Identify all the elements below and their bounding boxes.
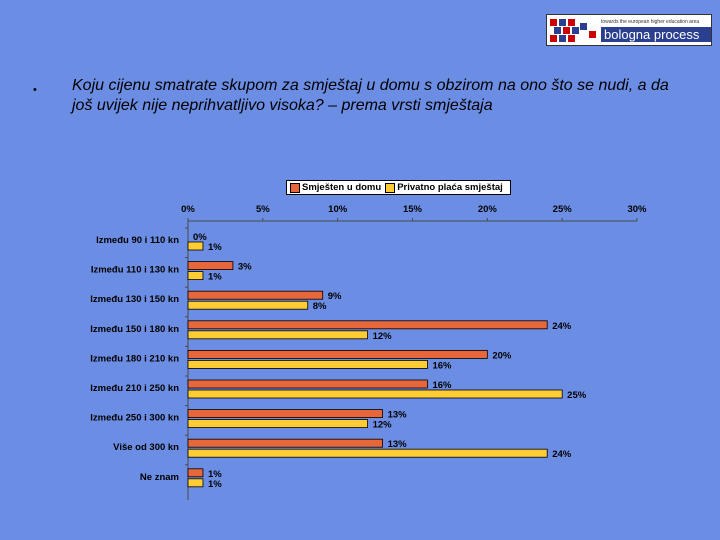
- logo-tagline: towards the european higher education ar…: [601, 18, 700, 25]
- category-label: Više od 300 kn: [113, 442, 179, 453]
- category-label: Između 210 i 250 kn: [90, 383, 179, 394]
- data-label-series-1: 0%: [193, 232, 207, 243]
- data-label-series-1: 20%: [492, 350, 512, 361]
- bar-series-2: [187, 330, 369, 340]
- legend-item-series-1: Smješten u domu: [290, 182, 381, 193]
- data-label-series-2: 25%: [567, 390, 587, 401]
- bar-series-1: [187, 468, 204, 478]
- data-label-series-2: 12%: [373, 331, 393, 342]
- logo-mark-icon: [547, 16, 599, 44]
- x-tick-label: 25%: [553, 204, 573, 215]
- category-label: Između 130 i 150 kn: [90, 294, 179, 305]
- category-label: Između 180 i 210 kn: [90, 353, 179, 364]
- bullet-point: •: [33, 84, 37, 96]
- data-label-series-1: 16%: [432, 380, 452, 391]
- data-label-series-2: 12%: [373, 420, 393, 431]
- bar-series-2: [187, 389, 563, 399]
- chart-legend: Smješten u domu Privatno plaća smještaj: [286, 180, 511, 195]
- category-label: Ne znam: [140, 472, 179, 483]
- bar-series-1: [187, 290, 324, 300]
- bar-series-1: [187, 320, 548, 330]
- category-label: Između 250 i 300 kn: [90, 413, 179, 424]
- data-label-series-1: 13%: [388, 410, 408, 421]
- data-label-series-2: 8%: [313, 301, 327, 312]
- bar-series-2: [187, 359, 428, 369]
- legend-label-series-1: Smješten u domu: [302, 182, 382, 193]
- data-label-series-2: 1%: [208, 272, 222, 283]
- bar-series-1: [187, 349, 488, 359]
- category-label: Između 110 i 130 kn: [91, 265, 179, 276]
- x-tick-label: 20%: [478, 204, 498, 215]
- bologna-process-logo: towards the european higher education ar…: [546, 14, 712, 46]
- bar-series-2: [187, 448, 548, 458]
- bar-series-1: [187, 438, 383, 448]
- slide-question: Koju cijenu smatrate skupom za smještaj …: [72, 77, 669, 114]
- x-tick-label: 15%: [403, 204, 423, 215]
- legend-swatch-series-1: [290, 182, 300, 193]
- x-tick-label: 10%: [328, 204, 348, 215]
- bar-series-1: [187, 409, 383, 419]
- x-tick-label: 0%: [181, 204, 195, 215]
- data-label-series-1: 3%: [238, 262, 252, 273]
- legend-swatch-series-2: [385, 182, 396, 193]
- bar-series-2: [187, 271, 204, 281]
- x-tick-label: 30%: [627, 204, 647, 215]
- data-label-series-2: 1%: [208, 479, 222, 490]
- category-label: Između 150 i 180 kn: [90, 324, 179, 335]
- logo-name: bologna process: [601, 26, 711, 42]
- data-label-series-1: 13%: [388, 439, 408, 450]
- bar-series-2: [187, 300, 309, 310]
- category-label: Između 90 i 110 kn: [96, 235, 179, 246]
- legend-label-series-2: Privatno plaća smještaj: [397, 182, 503, 193]
- data-label-series-2: 24%: [552, 449, 572, 460]
- legend-item-series-2: Privatno plaća smještaj: [385, 182, 503, 193]
- data-label-series-1: 24%: [552, 321, 572, 332]
- bar-series-1: [187, 379, 428, 389]
- bar-series-2: [187, 241, 204, 251]
- data-label-series-2: 1%: [208, 242, 222, 253]
- bar-series-2: [187, 478, 204, 488]
- x-tick-label: 5%: [256, 204, 270, 215]
- bar-series-1: [187, 261, 234, 271]
- bar-series-2: [187, 419, 369, 429]
- data-label-series-1: 9%: [328, 291, 342, 302]
- data-label-series-2: 16%: [432, 360, 452, 371]
- data-label-series-1: 1%: [208, 469, 222, 480]
